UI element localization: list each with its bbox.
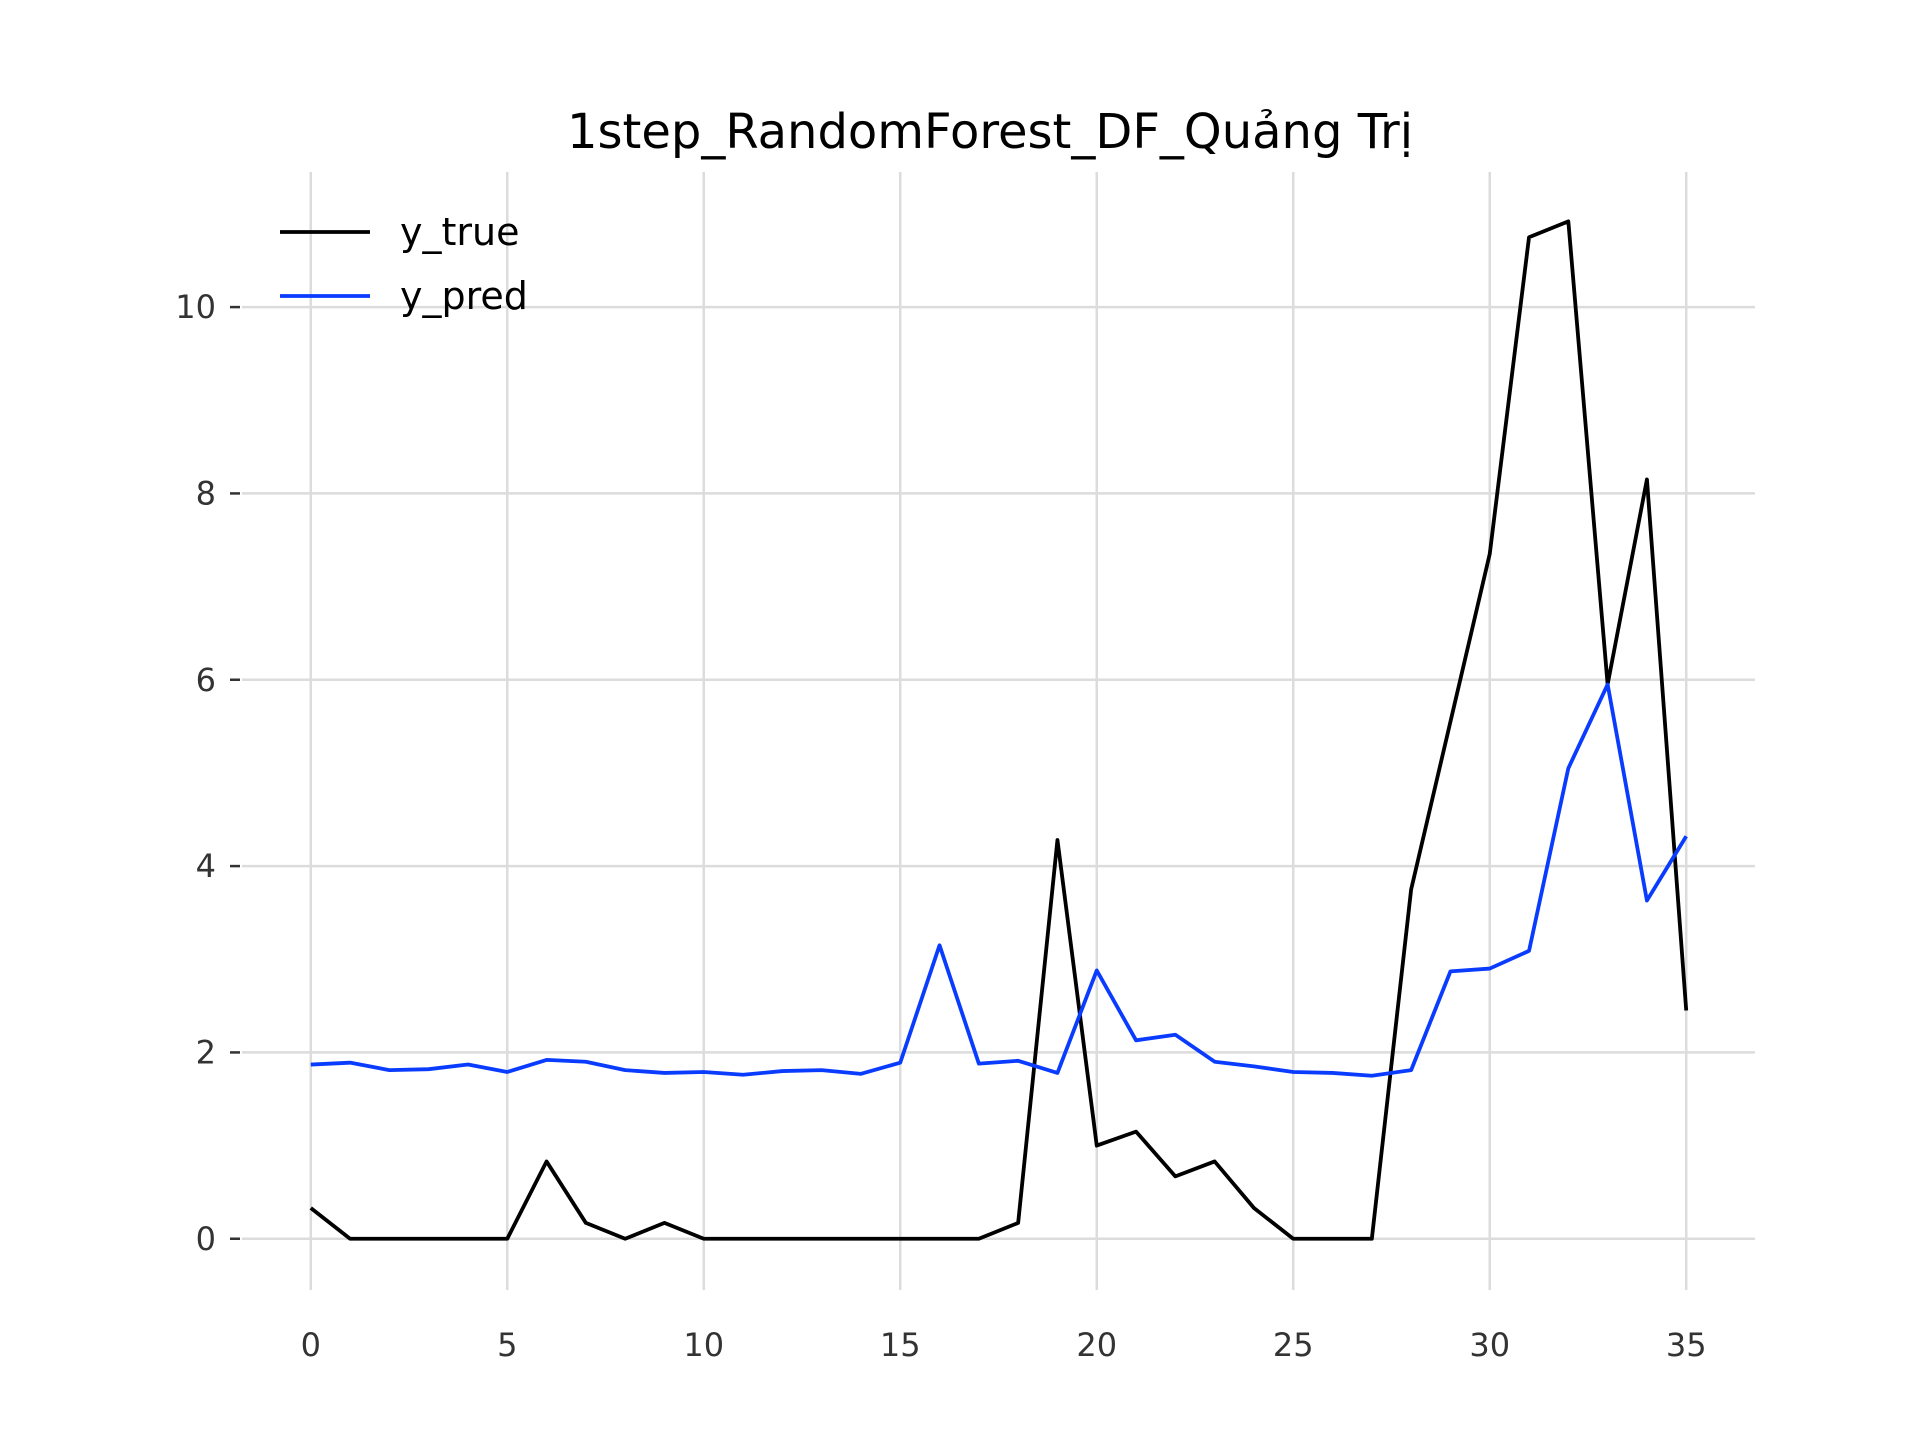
y-tick-label: 10 xyxy=(175,288,216,326)
y-tick-label: 2 xyxy=(196,1033,216,1071)
y-tick-label: 6 xyxy=(196,661,216,699)
x-tick-label: 35 xyxy=(1666,1326,1707,1364)
series-line-y-true xyxy=(309,219,1689,1241)
x-tick-label: 0 xyxy=(301,1326,321,1364)
legend-label-y-true: y_true xyxy=(400,210,519,254)
x-tick-label: 10 xyxy=(683,1326,724,1364)
x-tick-label: 20 xyxy=(1076,1326,1117,1364)
series-lines xyxy=(309,219,1689,1241)
y-tick-label: 0 xyxy=(196,1220,216,1258)
series-line-y-pred xyxy=(310,682,1688,1078)
legend: y_true y_pred xyxy=(280,210,528,318)
y-tick-label: 8 xyxy=(196,474,216,512)
chart-title: 1step_RandomForest_DF_Quảng Trị xyxy=(567,104,1413,160)
gridlines xyxy=(242,172,1755,1290)
axes: 0 5 10 15 20 25 30 35 0 2 4 6 8 10 xyxy=(175,288,1706,1364)
x-tick-label: 15 xyxy=(880,1326,921,1364)
x-tick-label: 25 xyxy=(1273,1326,1314,1364)
x-tick-label: 5 xyxy=(497,1326,517,1364)
legend-label-y-pred: y_pred xyxy=(400,274,528,318)
x-tick-label: 30 xyxy=(1469,1326,1510,1364)
y-tick-label: 4 xyxy=(196,847,216,885)
